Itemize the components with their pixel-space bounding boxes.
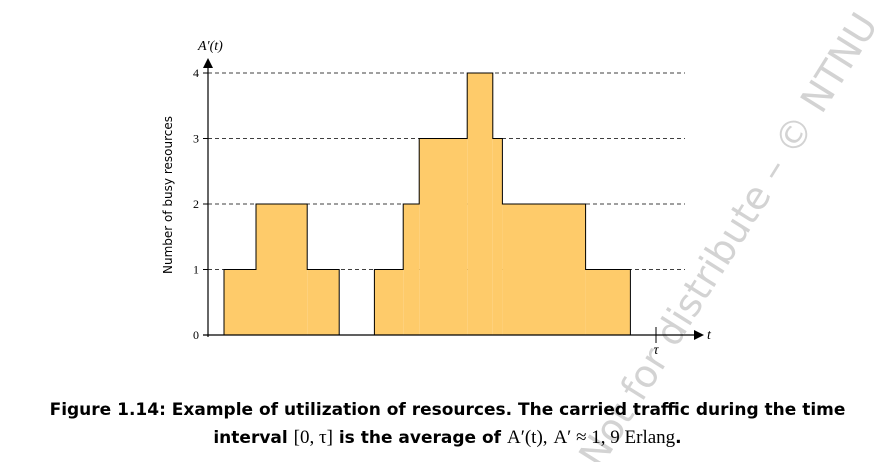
caption-approx: A′ ≈ 1, 9 Erlang: [553, 427, 676, 448]
caption-text-2a: interval: [213, 428, 288, 448]
caption-line-1: Figure 1.14: Example of utilization of r…: [10, 397, 885, 424]
x-ticks: τ: [653, 327, 659, 358]
step-block-6: [419, 138, 468, 335]
y-tick-label-4: 4: [193, 66, 199, 80]
caption-average-symbol: A′(t),: [506, 427, 548, 448]
caption-text-2b: is the average of: [338, 428, 502, 448]
caption-line-2: interval [0, τ] is the average of A′(t),…: [10, 424, 885, 452]
figure-caption: Figure 1.14: Example of utilization of r…: [10, 397, 885, 452]
y-axis-label: Number of busy resources: [161, 116, 175, 274]
x-axis-label: t: [707, 328, 712, 343]
y-tick-label-2: 2: [193, 197, 199, 211]
axes: [203, 58, 704, 340]
caption-label: Figure 1.14:: [49, 400, 166, 420]
step-block-2: [256, 204, 308, 335]
step-block-7: [467, 73, 493, 335]
step-block-9: [502, 204, 586, 335]
step-block-10: [585, 269, 631, 335]
y-ticks: 0 1 2 3 4: [193, 66, 208, 342]
watermark-text: Not for distribute – © NTNU: [570, 5, 886, 462]
y-axis-name: A′(t): [197, 39, 223, 54]
y-tick-label-0: 0: [193, 328, 199, 342]
y-tick-label-3: 3: [193, 132, 199, 146]
step-block-5: [403, 204, 420, 335]
caption-text-1: Example of utilization of resources. The…: [171, 400, 846, 420]
step-block-8: [492, 138, 503, 335]
step-outline-1: [223, 203, 340, 335]
step-outline-2: [373, 72, 631, 335]
x-tick-label-tau: τ: [653, 343, 659, 358]
y-tick-label-1: 1: [193, 263, 199, 277]
utilization-steps: [223, 72, 631, 335]
step-block-3: [307, 269, 340, 335]
step-block-1: [224, 269, 256, 335]
caption-interval: [0, τ]: [293, 427, 333, 448]
caption-end: .: [675, 428, 682, 448]
step-block-4: [374, 269, 404, 335]
